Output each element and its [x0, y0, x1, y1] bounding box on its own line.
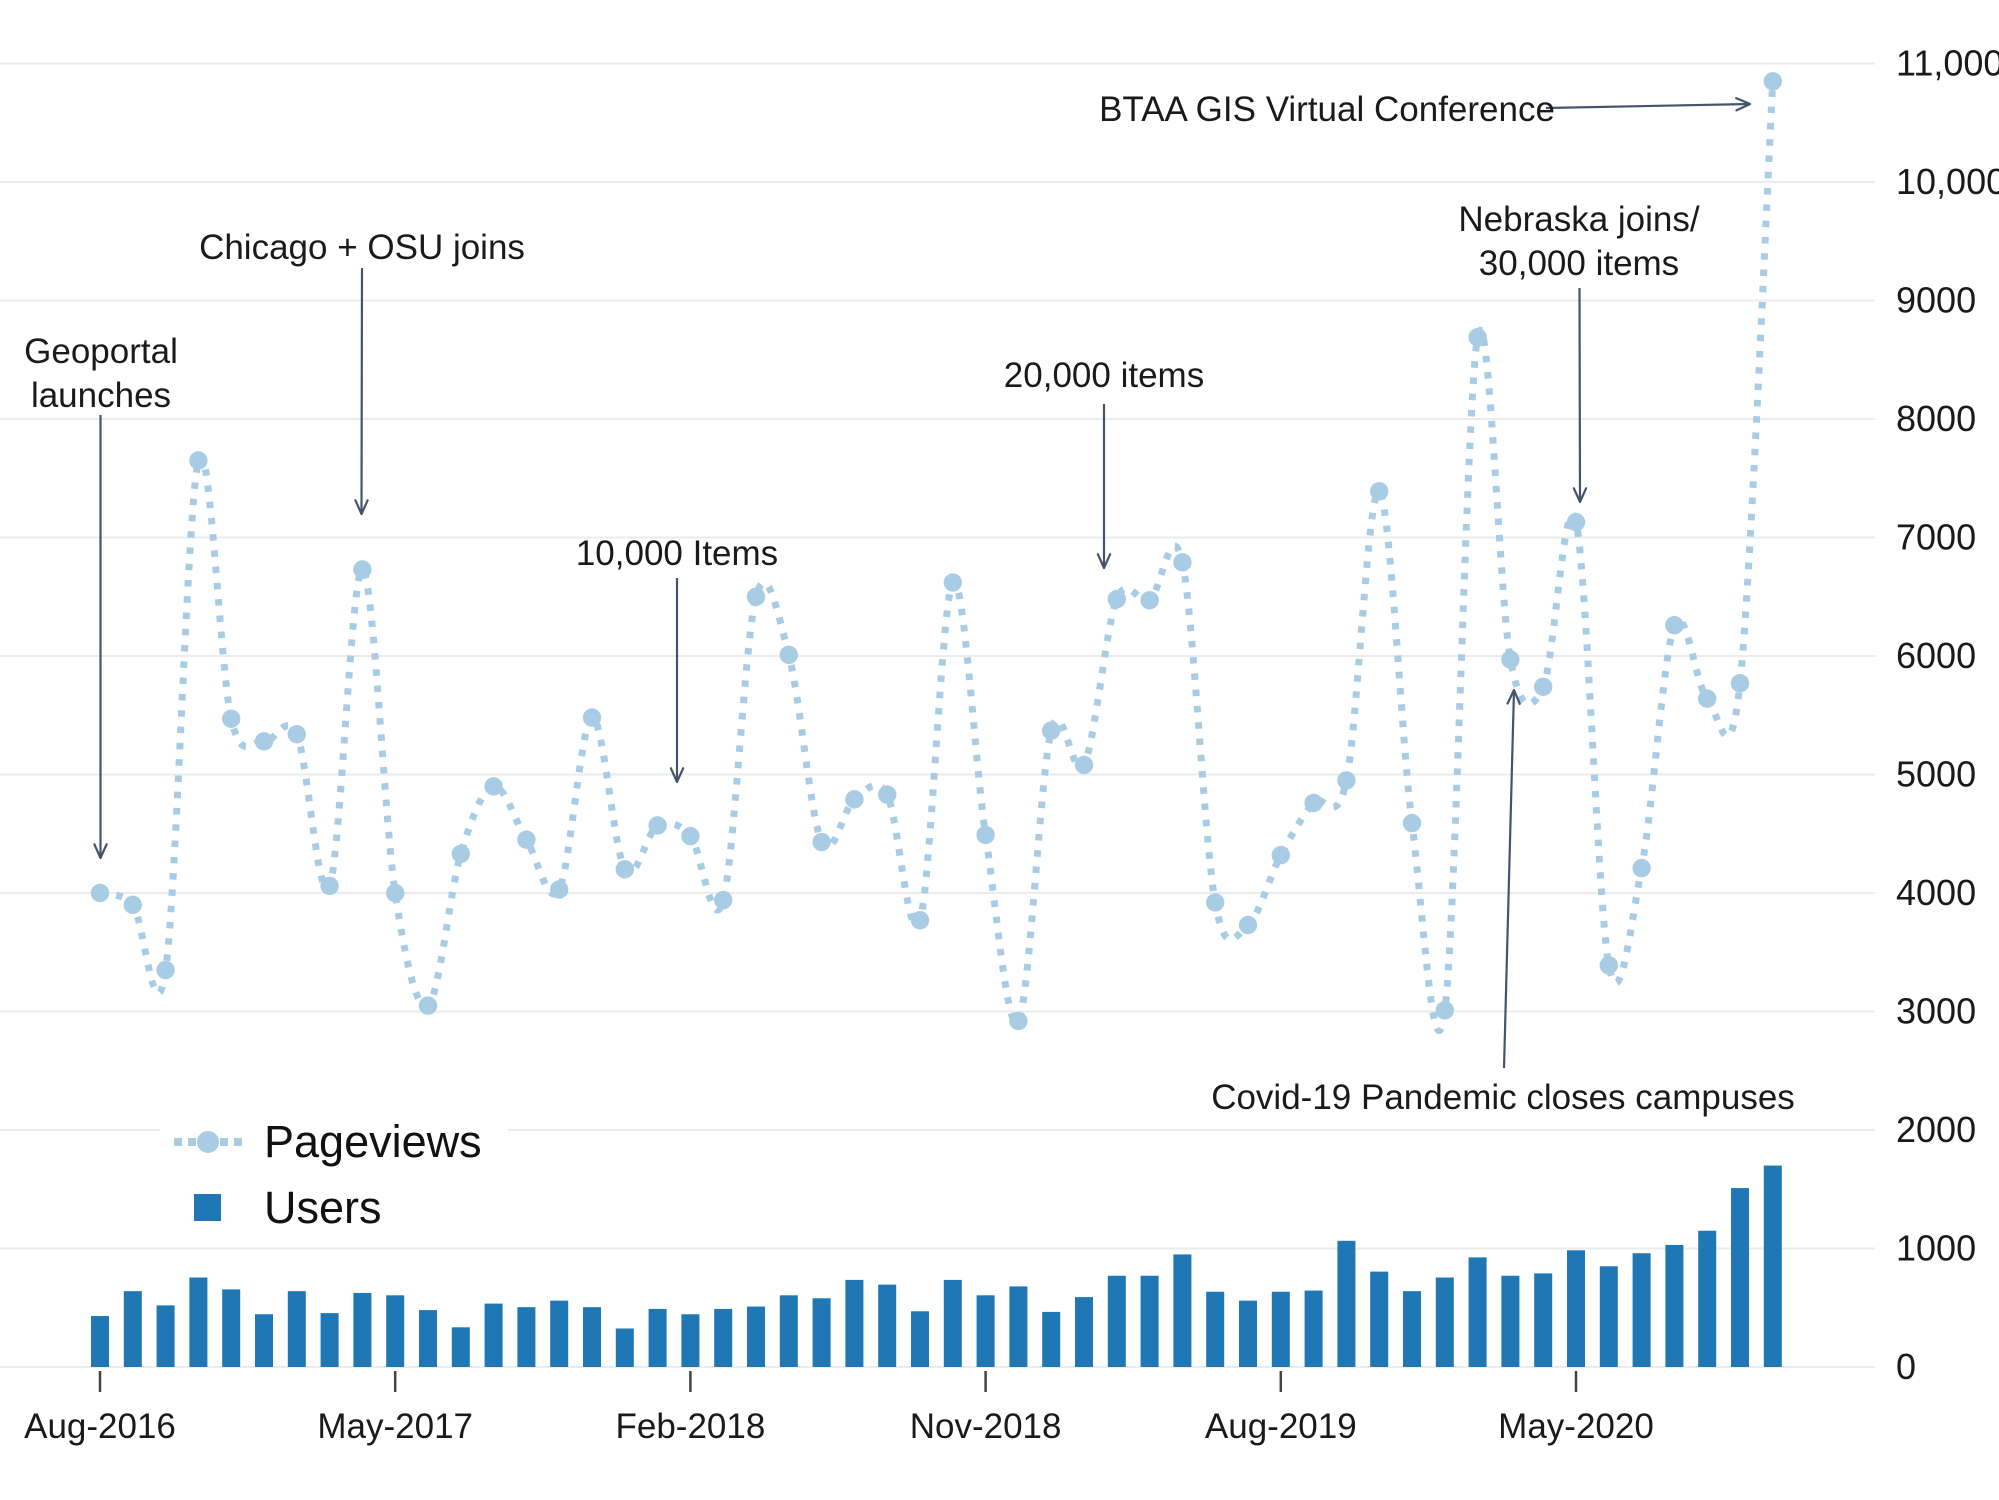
svg-text:Aug-2019: Aug-2019 — [1205, 1407, 1357, 1446]
svg-text:11,000: 11,000 — [1896, 43, 1999, 84]
annotation-geoportal-launches: Geoportal launches — [24, 330, 178, 418]
svg-text:2000: 2000 — [1896, 1109, 1976, 1150]
users-square-symbol — [172, 1194, 244, 1222]
annotation-line: 10,000 Items — [575, 534, 779, 573]
annotation-covid-pandemic: Covid-19 Pandemic closes campuses — [1211, 1076, 1795, 1120]
annotation-line: 20,000 items — [1003, 356, 1205, 395]
annotation-btaa-gis-virtual-conference: BTAA GIS Virtual Conference — [1099, 88, 1555, 132]
svg-text:0: 0 — [1896, 1346, 1916, 1387]
legend-label-users: Users — [264, 1182, 382, 1233]
svg-text:Feb-2018: Feb-2018 — [615, 1407, 765, 1446]
svg-text:Aug-2016: Aug-2016 — [24, 1407, 176, 1446]
svg-text:4000: 4000 — [1896, 872, 1976, 913]
svg-text:3000: 3000 — [1896, 991, 1976, 1032]
svg-text:9000: 9000 — [1896, 280, 1976, 321]
annotation-line: 30,000 items — [1478, 244, 1680, 283]
pageviews-dotted-line-symbol — [172, 1129, 244, 1155]
annotation-line: Geoportal — [24, 332, 178, 371]
annotation-line: BTAA GIS Virtual Conference — [1099, 90, 1555, 129]
svg-text:5000: 5000 — [1896, 754, 1976, 795]
svg-text:Nov-2018: Nov-2018 — [910, 1407, 1062, 1446]
svg-text:May-2017: May-2017 — [317, 1407, 473, 1446]
svg-text:May-2020: May-2020 — [1498, 1407, 1654, 1446]
legend-item-users: Users — [172, 1182, 482, 1234]
svg-text:10,000: 10,000 — [1896, 161, 1999, 202]
annotation-10000-items: 10,000 Items — [576, 532, 778, 576]
annotation-line: launches — [30, 376, 172, 415]
legend: Pageviews Users — [160, 1106, 508, 1246]
svg-text:6000: 6000 — [1896, 635, 1976, 676]
annotation-chicago-osu-joins: Chicago + OSU joins — [199, 226, 525, 270]
annotation-line: Nebraska joins/ — [1458, 200, 1700, 239]
annotation-line: Covid-19 Pandemic closes campuses — [1211, 1078, 1795, 1117]
svg-text:8000: 8000 — [1896, 398, 1976, 439]
legend-item-pageviews: Pageviews — [172, 1116, 482, 1168]
legend-label-pageviews: Pageviews — [264, 1116, 482, 1167]
annotation-nebraska-joins-30000-items: Nebraska joins/ 30,000 items — [1458, 198, 1699, 286]
svg-text:7000: 7000 — [1896, 517, 1976, 558]
annotation-20000-items: 20,000 items — [1004, 354, 1204, 398]
annotation-line: Chicago + OSU joins — [199, 228, 525, 267]
svg-text:1000: 1000 — [1896, 1228, 1976, 1269]
